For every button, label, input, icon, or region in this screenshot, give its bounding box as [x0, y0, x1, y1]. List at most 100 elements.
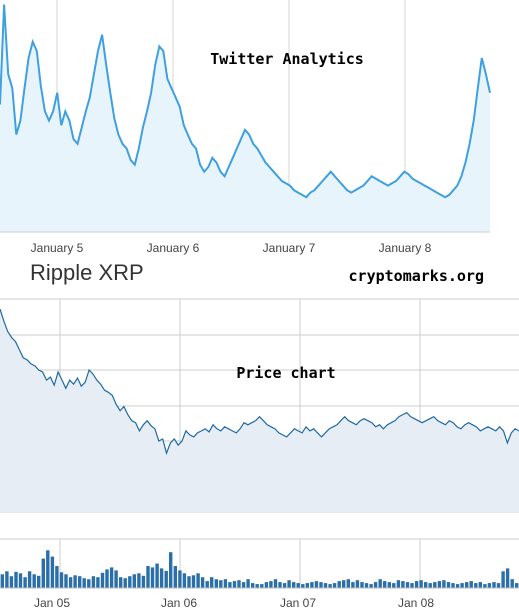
price-area-fill [0, 309, 519, 512]
volume-x-tick-label: Jan 06 [161, 596, 197, 610]
volume-bar [296, 583, 300, 588]
volume-bar [159, 568, 164, 588]
volume-bar [355, 580, 360, 588]
twitter-series-line [0, 4, 491, 199]
volume-bar [114, 570, 118, 588]
volume-x-tick-label: Jan 08 [398, 596, 434, 610]
volume-bar [451, 583, 455, 588]
volume-bar [465, 582, 469, 588]
volume-bar [169, 552, 173, 588]
price-series-line [0, 308, 519, 456]
volume-bar [373, 582, 378, 588]
volume-bar [255, 584, 259, 588]
volume-bar [292, 582, 296, 588]
volume-bar [369, 584, 373, 588]
volume-bar [351, 582, 355, 588]
volume-bar [96, 577, 100, 588]
twitter-x-tick-label: January 7 [263, 241, 316, 255]
volume-bar [301, 584, 305, 588]
volume-bar [210, 577, 214, 588]
volume-bar [342, 580, 346, 588]
volume-bar [18, 573, 23, 588]
volume-bar [23, 577, 27, 588]
volume-bar [419, 580, 423, 588]
volume-bar [41, 558, 45, 588]
volume-bar [483, 584, 487, 588]
volume-bar [246, 579, 250, 588]
volume-bar [119, 577, 123, 588]
volume-bar [401, 581, 405, 588]
volume-bar [269, 581, 273, 588]
twitter-x-tick-label: January 5 [31, 241, 84, 255]
volume-bar [82, 578, 86, 588]
volume-bar [109, 567, 114, 588]
volume-bar [59, 572, 64, 588]
volume-bar [46, 550, 50, 588]
volume-bar [346, 579, 350, 588]
volume-bar [323, 583, 328, 588]
volume-bar [505, 568, 510, 588]
volume-bar [128, 576, 132, 588]
volume-bar [428, 583, 432, 588]
volume-bar [287, 580, 291, 588]
volume-bar [496, 583, 501, 588]
volume-bar [264, 582, 269, 588]
volume-bar [260, 584, 264, 588]
price-chart-title: Price chart [236, 364, 335, 382]
volume-bar [360, 582, 364, 588]
volume-bar [141, 575, 146, 589]
volume-bar [0, 574, 5, 588]
price-chart: Price chart [0, 298, 519, 513]
volume-bar [14, 571, 18, 588]
page-title: Ripple XRP [30, 260, 144, 285]
volume-bar [178, 570, 182, 588]
volume-bar [27, 571, 32, 588]
volume-bar [123, 578, 127, 588]
volume-bar [314, 581, 319, 588]
volume-bar [73, 575, 77, 588]
volume-bar [442, 580, 446, 588]
volume-bar [305, 583, 309, 588]
volume-bar [383, 581, 387, 588]
volume-bar [273, 579, 278, 588]
twitter-x-tick-label: January 8 [379, 241, 432, 255]
volume-bar [78, 576, 82, 588]
volume-bar [87, 579, 91, 588]
twitter-chart-title: Twitter Analytics [210, 50, 364, 68]
volume-bar [223, 579, 228, 588]
volume-bar [328, 584, 332, 588]
volume-bar [282, 583, 287, 588]
volume-bar [515, 583, 519, 588]
volume-bar [319, 582, 323, 588]
volume-bar [437, 581, 442, 588]
volume-bar [392, 583, 396, 588]
volume-bar [196, 573, 200, 588]
volume-bar [310, 582, 314, 588]
volume-bar [173, 566, 177, 589]
volume-bar [278, 582, 282, 588]
volume-bar [191, 575, 196, 588]
volume-bar [332, 583, 337, 588]
volume-bar [396, 580, 401, 588]
volume-bar [64, 574, 68, 588]
volume-bar [237, 580, 241, 588]
volume-bar [105, 569, 109, 588]
volume-bar [510, 579, 514, 588]
volume-x-tick-label: Jan 07 [280, 596, 316, 610]
volume-bar [68, 577, 73, 588]
volume-bar [433, 582, 437, 588]
volume-bar [501, 571, 505, 588]
volume-bar [424, 582, 428, 588]
twitter-area-fill [0, 4, 490, 232]
volume-bar [410, 583, 414, 588]
volume-bar [155, 563, 159, 588]
volume-bar [164, 570, 168, 588]
volume-bar [182, 573, 187, 588]
twitter-chart: Twitter Analytics January 5 January 6 Ja… [0, 0, 491, 255]
volume-bar [446, 582, 451, 588]
volume-bar [228, 582, 232, 588]
volume-bar [32, 574, 36, 588]
volume-bar [91, 576, 96, 588]
twitter-x-tick-label: January 6 [147, 241, 200, 255]
